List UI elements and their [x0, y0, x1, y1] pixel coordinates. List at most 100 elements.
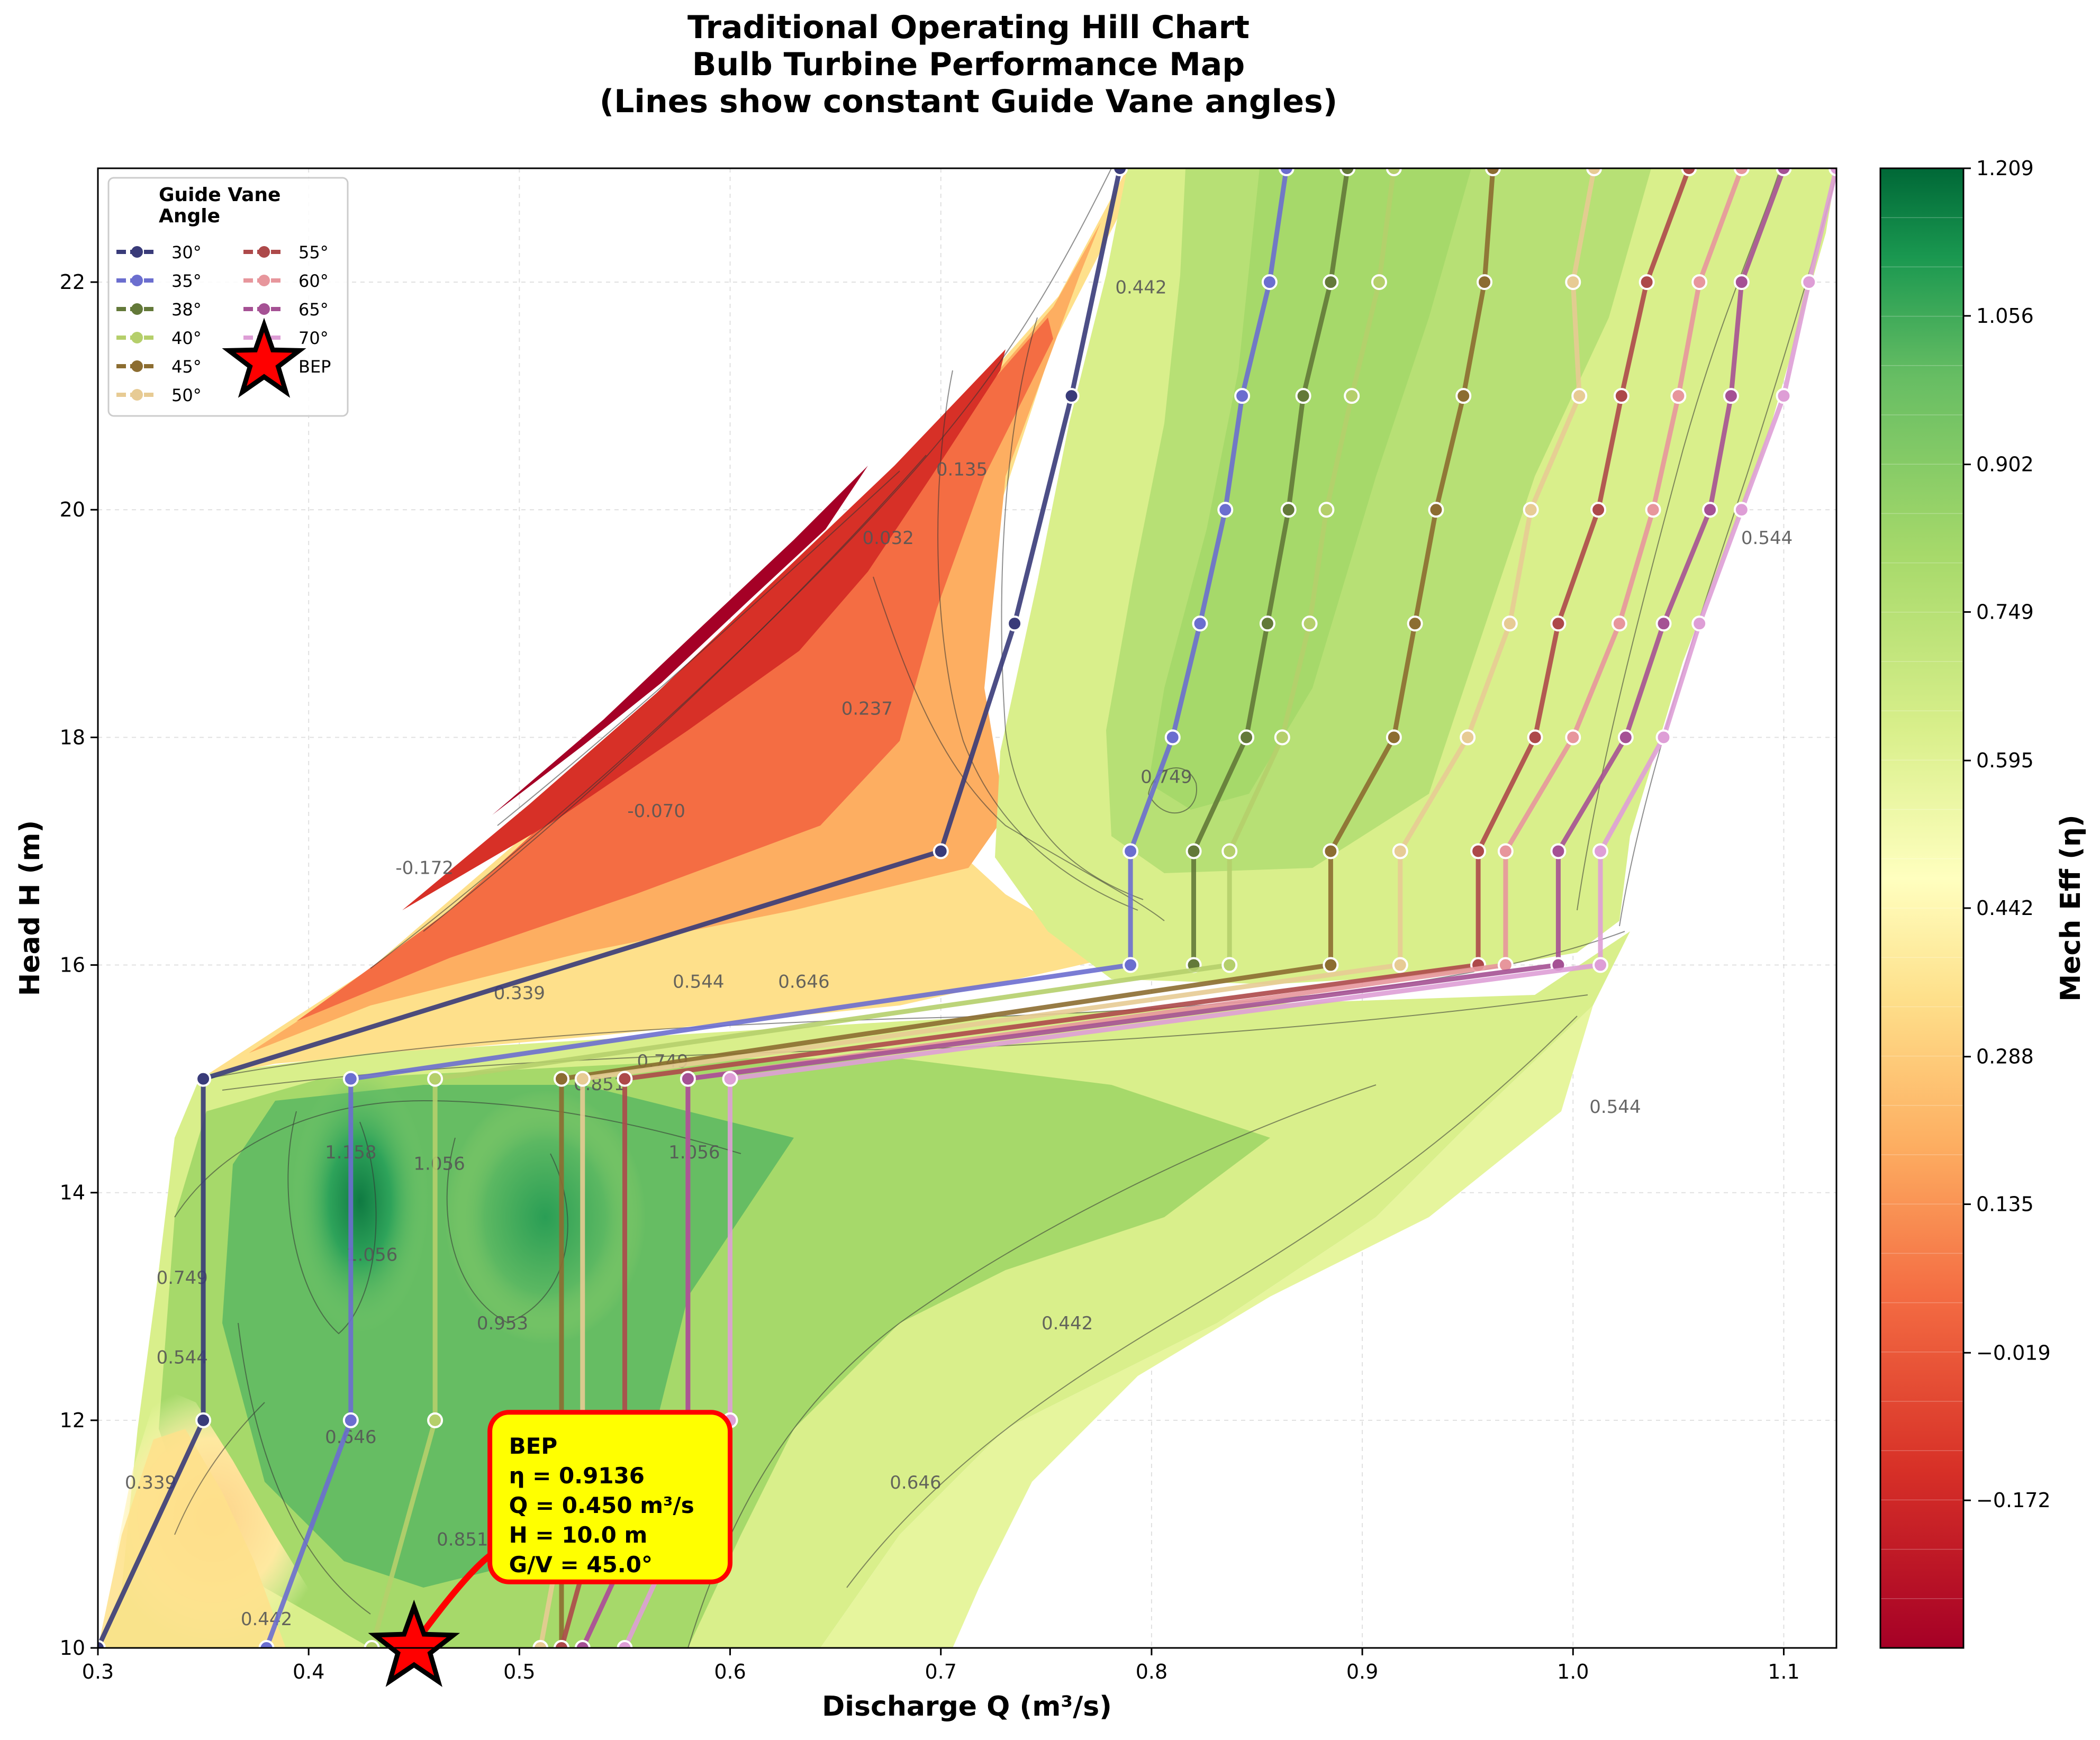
y-tick-label: 16	[60, 954, 85, 977]
efficiency-surface	[98, 168, 1836, 1648]
contour-label: 0.646	[325, 1427, 376, 1448]
contour-label: 0.544	[1589, 1096, 1641, 1118]
colorbar-tick-label: 0.135	[1976, 1193, 2034, 1216]
series-point	[1185, 843, 1202, 859]
bep-layer: BEP η = 0.9136 Q = 0.450 m³/s H = 10.0 m G/V…	[368, 1410, 733, 1687]
contour-label: 0.032	[863, 528, 914, 549]
series-point	[1323, 843, 1339, 859]
contour-label: 0.851	[437, 1529, 488, 1550]
legend-title: Angle	[159, 205, 220, 227]
series-45-deg	[554, 168, 1501, 1648]
series-point	[1371, 274, 1387, 291]
colorbar-bands	[1880, 217, 1963, 1599]
series-38-deg	[1185, 168, 1356, 973]
plot-frame	[97, 167, 1837, 1649]
series-point	[617, 1640, 633, 1648]
y-axis-label: Head H (m)	[14, 820, 46, 996]
bep-annotation-line: η = 0.9136	[509, 1463, 645, 1489]
series-point	[1295, 388, 1311, 404]
series-point	[1123, 957, 1139, 973]
series-point	[1586, 168, 1603, 176]
legend-label: 55°	[298, 242, 329, 262]
series-point	[1280, 502, 1297, 518]
y-tick-label: 10	[60, 1636, 85, 1660]
series-point	[1339, 168, 1356, 176]
colorbar-ticks: 1.209 1.056 0.902 0.749 0.595 0.442 0.288 0.135…	[1963, 157, 2051, 1512]
legend-swatch-point	[258, 303, 270, 315]
series-point	[1655, 615, 1672, 632]
series-point	[554, 1640, 569, 1648]
bep-annotation-box	[487, 1410, 733, 1584]
y-tick-label: 20	[60, 498, 85, 521]
series-line	[1191, 168, 1350, 965]
series-point	[427, 1071, 443, 1087]
bep-annotation-line: G/V = 45.0°	[509, 1552, 653, 1578]
series-point	[1691, 615, 1708, 632]
legend-swatch-point	[258, 246, 270, 258]
surface-upper-wedge-deep-orange	[296, 318, 1053, 1021]
series-point	[1776, 388, 1792, 404]
series-30-deg	[98, 168, 1128, 1648]
surface-peak-center	[445, 1090, 646, 1344]
bep-annotation-line: Q = 0.450 m³/s	[509, 1492, 694, 1518]
legend-label: 45°	[171, 357, 202, 377]
y-tick-label: 12	[60, 1409, 85, 1432]
contour-label: 0.953	[477, 1313, 528, 1334]
x-tick-label: 1.1	[1768, 1660, 1799, 1683]
series-point	[1259, 615, 1275, 632]
contour-label: 1.056	[413, 1154, 465, 1175]
series-point	[195, 1412, 212, 1428]
series-point	[1428, 502, 1444, 518]
contour-label: 1.056	[346, 1245, 397, 1266]
contour-label: 0.442	[1042, 1313, 1093, 1334]
colorbar-tick-label: 0.902	[1976, 453, 2034, 476]
legend-bep-star-icon	[222, 318, 306, 398]
series-point	[1501, 615, 1518, 632]
series-point	[1645, 502, 1661, 518]
x-tick-label: 0.5	[503, 1660, 535, 1683]
legend-title: Guide Vane	[159, 184, 280, 206]
series-point	[1485, 168, 1501, 176]
series-point	[1655, 729, 1672, 746]
surface-lower-right-pale	[820, 1005, 1593, 1648]
series-65-deg	[574, 168, 1792, 1648]
legend-label: 35°	[171, 271, 202, 291]
series-point	[1733, 168, 1750, 176]
series-point	[1323, 957, 1339, 973]
series-point	[1278, 168, 1295, 176]
series-point	[1386, 729, 1402, 746]
series-point	[1592, 957, 1609, 973]
legend-swatch-point	[258, 275, 270, 286]
series-point	[1164, 729, 1181, 746]
x-tick-label: 0.6	[714, 1660, 746, 1683]
y-tick-label: 18	[60, 726, 85, 749]
contour-label: -0.070	[627, 801, 685, 822]
series-point	[1217, 502, 1234, 518]
x-tick-label: 0.7	[925, 1660, 957, 1683]
series-point	[1123, 843, 1139, 859]
series-point	[1611, 615, 1627, 632]
legend-label: BEP	[298, 357, 331, 377]
series-point	[342, 1412, 359, 1428]
legend-label: 30°	[171, 242, 202, 262]
series-point	[1301, 615, 1318, 632]
surface-upper-wedge-orange	[249, 222, 1101, 1053]
chart-title-line-1: Traditional Operating Hill Chart	[687, 9, 1250, 46]
series-point	[1392, 843, 1408, 859]
series-point	[574, 1071, 591, 1087]
colorbar-tick-label: 0.595	[1976, 749, 2034, 772]
x-tick-label: 1.0	[1557, 1660, 1589, 1683]
y-tick-label: 14	[60, 1181, 85, 1204]
contour-label: 0.749	[157, 1267, 208, 1289]
series-point	[1571, 388, 1588, 404]
series-point	[1112, 168, 1128, 176]
x-tick-label: 0.4	[293, 1660, 324, 1683]
series-point	[1386, 168, 1402, 176]
series-point	[258, 1640, 275, 1648]
legend-swatch-point	[131, 360, 143, 372]
series-point	[554, 1071, 569, 1087]
series-35-deg	[258, 168, 1295, 1648]
surface-peak-left	[291, 1069, 429, 1334]
colorbar-label: Mech Eff (η)	[2055, 814, 2087, 1001]
